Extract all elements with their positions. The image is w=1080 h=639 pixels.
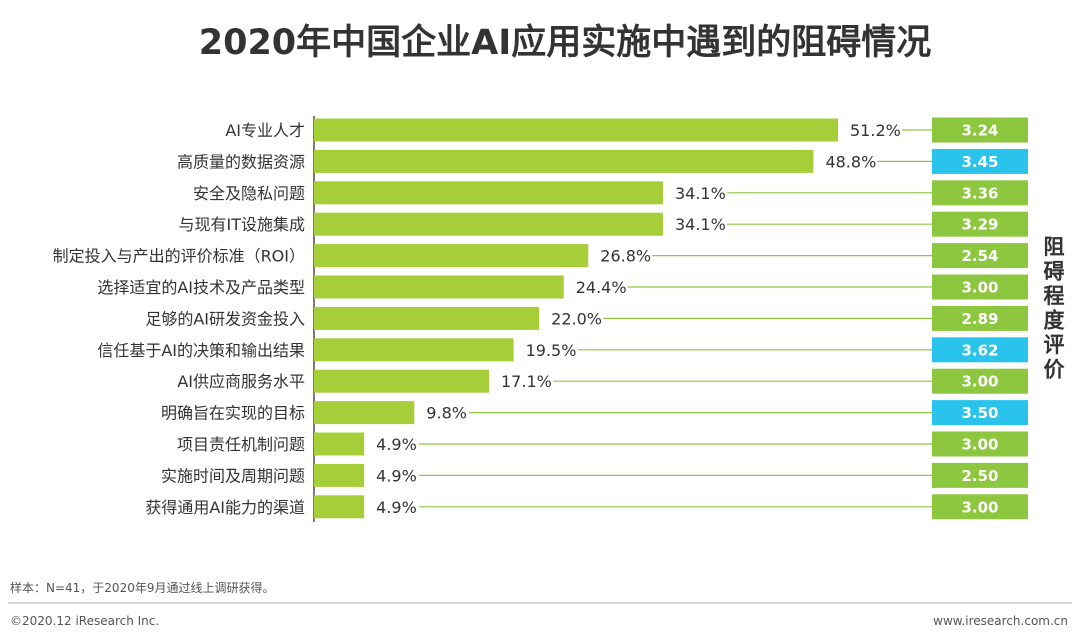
bar xyxy=(314,463,365,487)
score-label: 3.29 xyxy=(961,216,998,234)
bar xyxy=(314,369,490,393)
score-box-highlight xyxy=(932,400,1028,426)
value-label: 4.9% xyxy=(376,466,417,485)
value-label: 4.9% xyxy=(376,435,417,454)
bar xyxy=(314,275,564,299)
bar xyxy=(314,306,540,330)
category-label: 高质量的数据资源 xyxy=(177,152,305,171)
value-label: 26.8% xyxy=(600,247,651,266)
bar xyxy=(314,495,365,519)
side-label-char: 度 xyxy=(1044,309,1065,333)
value-label: 9.8% xyxy=(426,404,467,423)
bar xyxy=(314,432,365,456)
score-label: 2.89 xyxy=(961,310,998,328)
bar xyxy=(314,244,589,268)
side-label-char: 程 xyxy=(1044,284,1065,308)
score-label: 2.50 xyxy=(961,467,998,485)
plot-area: AI专业人才 51.2% 3.24 高质量的数据资源 48.8% 3.45 安全及隐私问题 3… xyxy=(53,116,1028,522)
category-label: 制定投入与产出的评价标准（ROI） xyxy=(53,247,305,266)
score-label: 3.00 xyxy=(961,279,998,297)
category-label: 足够的AI研发资金投入 xyxy=(145,309,305,328)
category-label: 信任基于AI的决策和输出结果 xyxy=(97,341,305,360)
category-label: 实施时间及周期问题 xyxy=(161,466,305,485)
value-label: 22.0% xyxy=(551,309,602,328)
score-box xyxy=(932,243,1028,269)
value-label: 51.2% xyxy=(850,121,901,140)
score-label: 3.24 xyxy=(961,122,998,140)
value-label: 24.4% xyxy=(576,278,627,297)
score-label: 3.50 xyxy=(961,404,998,422)
website-text: www.iresearch.com.cn xyxy=(933,614,1068,628)
bar xyxy=(314,212,663,236)
bar xyxy=(314,181,663,205)
score-label: 3.00 xyxy=(961,373,998,391)
category-label: 获得通用AI能力的渠道 xyxy=(145,498,305,517)
category-label: 与现有IT设施集成 xyxy=(179,215,306,234)
category-label: 选择适宜的AI技术及产品类型 xyxy=(97,278,305,297)
score-label: 3.45 xyxy=(961,153,998,171)
category-label: 项目责任机制问题 xyxy=(177,435,305,454)
score-box xyxy=(932,494,1028,520)
value-label: 34.1% xyxy=(675,215,726,234)
bar xyxy=(314,338,514,362)
category-label: 安全及隐私问题 xyxy=(193,184,305,203)
value-label: 48.8% xyxy=(825,152,876,171)
score-label: 3.00 xyxy=(961,498,998,516)
value-label: 4.9% xyxy=(376,498,417,517)
value-label: 34.1% xyxy=(675,184,726,203)
sample-footnote: 样本：N=41，于2020年9月通过线上调研获得。 xyxy=(10,580,274,595)
score-label: 2.54 xyxy=(961,247,998,265)
score-box xyxy=(932,368,1028,394)
score-box xyxy=(932,274,1028,300)
score-box xyxy=(932,462,1028,488)
score-box-highlight xyxy=(932,337,1028,363)
side-label-char: 阻 xyxy=(1044,235,1065,259)
category-label: 明确旨在实现的目标 xyxy=(161,404,305,423)
bar xyxy=(314,401,415,425)
score-box xyxy=(932,117,1028,143)
score-box xyxy=(932,180,1028,206)
side-label-char: 评 xyxy=(1044,333,1065,357)
value-label: 17.1% xyxy=(501,372,552,391)
chart-title: 2020年中国企业AI应用实施中遇到的阻碍情况 xyxy=(199,22,932,63)
score-box xyxy=(932,305,1028,331)
copyright-text: ©2020.12 iResearch Inc. xyxy=(10,614,159,628)
score-box xyxy=(932,211,1028,237)
side-label-char: 碍 xyxy=(1044,260,1065,284)
value-label: 19.5% xyxy=(526,341,577,360)
category-label: AI专业人才 xyxy=(225,121,305,140)
category-label: AI供应商服务水平 xyxy=(177,372,305,391)
score-label: 3.62 xyxy=(961,341,998,359)
score-box xyxy=(932,431,1028,457)
score-label: 3.00 xyxy=(961,436,998,454)
score-label: 3.36 xyxy=(961,184,998,202)
bar xyxy=(314,149,814,173)
bar xyxy=(314,118,838,142)
score-box-highlight xyxy=(932,148,1028,174)
side-label-char: 价 xyxy=(1044,358,1066,382)
